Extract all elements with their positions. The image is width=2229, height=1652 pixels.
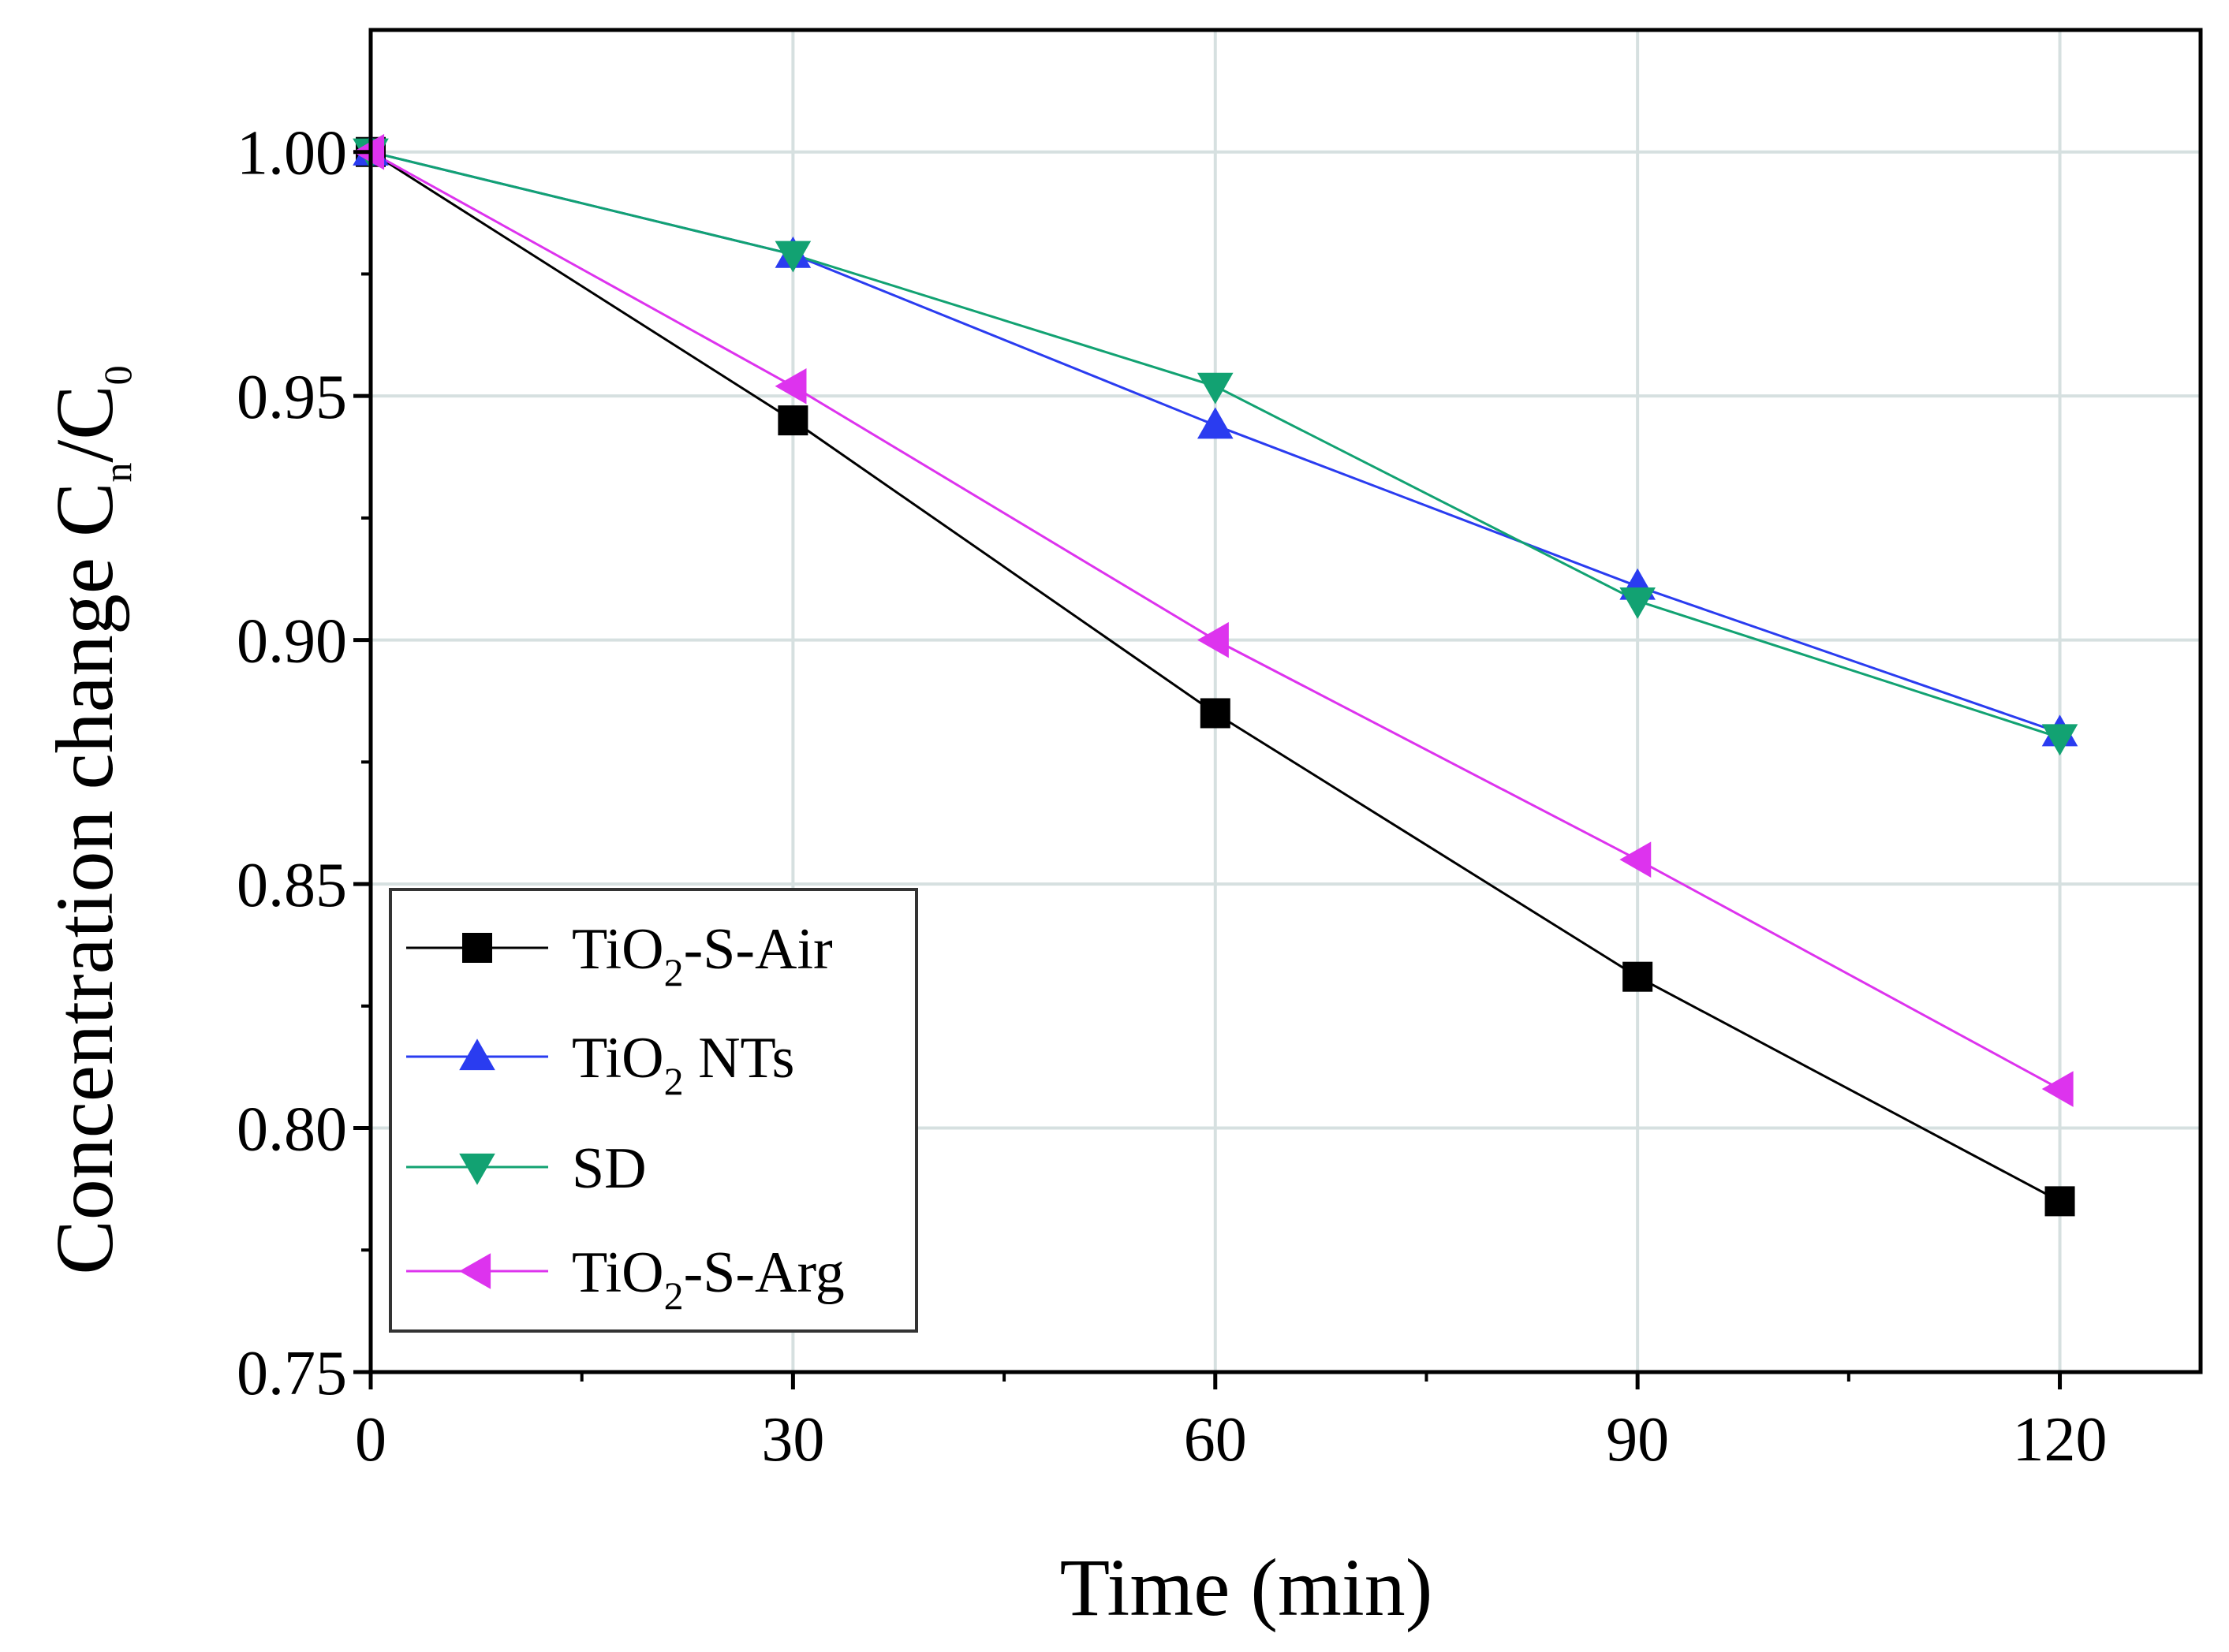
- legend-marker: [459, 1253, 491, 1289]
- plot-frame: [368, 28, 2203, 1374]
- data-point-tio2-s-arg: [1619, 841, 1652, 878]
- y-tick-label: 0.90: [237, 607, 347, 677]
- legend-box: [389, 888, 918, 1333]
- axis-ticks: [353, 150, 2063, 1389]
- x-axis-title: Time (min): [1060, 1542, 1433, 1633]
- x-tick-label: 0: [355, 1405, 386, 1475]
- legend: TiO2-S-Air TiO2 NTs SD TiO2-S-Arg: [389, 888, 918, 1333]
- y-tick-label: 0.80: [237, 1095, 347, 1165]
- x-tick-label: 90: [1606, 1405, 1669, 1475]
- legend-marker: [462, 933, 492, 963]
- data-point-tio2-s-air: [2044, 1186, 2075, 1217]
- data-point-sd: [1197, 372, 1234, 405]
- svg-text:Concentration change Cn/C0: Concentration change Cn/C0: [39, 365, 140, 1274]
- y-axis-title: Concentration change Cn/C0: [39, 365, 140, 1274]
- x-tick-label: 120: [2013, 1405, 2108, 1475]
- data-point-tio2-s-air: [778, 405, 808, 436]
- y-axis-title-slash: /C: [39, 385, 130, 462]
- x-tick-label: 60: [1184, 1405, 1247, 1475]
- tick-labels: 0 30 60 90 120 0.75 0.80 0.85 0.90 0.95 1.00: [237, 119, 2108, 1475]
- data-point-tio2-nts: [1197, 407, 1234, 439]
- legend-label: TiO2 NTs: [572, 1026, 794, 1103]
- legend-marker: [459, 1153, 495, 1185]
- data-point-tio2-s-air: [1200, 698, 1230, 729]
- legend-entry-tio2-nts: TiO2 NTs: [406, 1026, 794, 1103]
- y-tick-label: 0.75: [237, 1339, 347, 1408]
- data-point-sd: [2041, 724, 2078, 756]
- legend-label: SD: [572, 1136, 647, 1201]
- data-point-tio2-s-arg: [1197, 621, 1229, 658]
- legend-label: TiO2-S-Air: [572, 917, 833, 994]
- y-axis-title-main: Concentration change C: [39, 483, 130, 1275]
- data-point-sd: [775, 241, 812, 273]
- series-markers: [353, 133, 2078, 1217]
- legend-entry-tio2-s-air: TiO2-S-Air: [406, 917, 833, 994]
- data-point-tio2-s-arg: [775, 368, 807, 405]
- data-point-tio2-s-arg: [2041, 1071, 2074, 1107]
- y-tick-label: 0.85: [237, 851, 347, 920]
- data-point-sd: [1619, 587, 1656, 619]
- x-tick-label: 30: [761, 1405, 824, 1475]
- legend-entry-tio2-s-arg: TiO2-S-Arg: [406, 1240, 845, 1318]
- legend-marker: [459, 1039, 495, 1071]
- data-point-tio2-s-air: [1622, 961, 1653, 992]
- legend-label: TiO2-S-Arg: [572, 1240, 845, 1318]
- y-axis-title-sub-0: 0: [95, 365, 140, 385]
- y-axis-title-sub-n: n: [95, 463, 140, 483]
- y-tick-label: 0.95: [237, 363, 347, 432]
- legend-entry-sd: SD: [406, 1136, 647, 1201]
- y-tick-label: 1.00: [237, 119, 347, 188]
